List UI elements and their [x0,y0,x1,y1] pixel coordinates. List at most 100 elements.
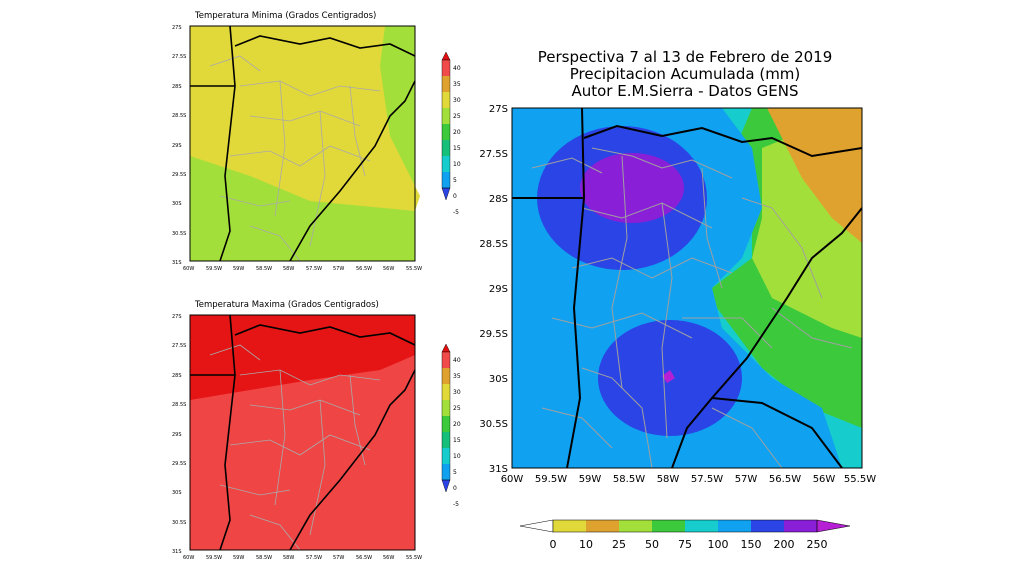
svg-text:29S: 29S [172,432,182,438]
svg-text:-5: -5 [453,209,459,216]
svg-text:35: 35 [453,373,461,380]
svg-text:10: 10 [453,453,461,460]
svg-text:50: 50 [645,538,659,551]
main-lon-labels: 60W 59.5W 59W 58.5W 58W 57.5W 57W 56.5W … [501,474,877,485]
svg-text:31S: 31S [172,549,182,555]
svg-text:30S: 30S [172,201,182,207]
svg-text:27S: 27S [489,104,508,115]
svg-text:25: 25 [612,538,626,551]
svg-text:27.5S: 27.5S [172,343,186,349]
svg-text:29.5S: 29.5S [172,172,186,178]
tmin-title: Temperatura Minima (Grados Centigrados) [194,11,376,21]
svg-text:28S: 28S [172,373,182,379]
svg-text:28S: 28S [489,194,508,205]
svg-text:28.5S: 28.5S [172,113,186,119]
svg-text:59W: 59W [233,266,244,272]
svg-text:-5: -5 [453,501,459,508]
svg-text:57.5W: 57.5W [691,474,723,485]
svg-text:100: 100 [708,538,729,551]
tmin-map-panel: Temperatura Minima (Grados Centigrados) … [172,11,461,272]
svg-text:31S: 31S [489,464,508,475]
main-title-line1: Perspectiva 7 al 13 de Febrero de 2019 [538,48,833,66]
svg-text:30.5S: 30.5S [479,419,508,430]
svg-text:28.5S: 28.5S [172,402,186,408]
precip-magenta-spot [662,370,675,383]
svg-text:150: 150 [741,538,762,551]
svg-text:29.5S: 29.5S [172,461,186,467]
svg-text:29.5S: 29.5S [479,329,508,340]
svg-text:55.5W: 55.5W [406,266,422,272]
tmin-province-borders [209,55,381,262]
svg-text:56W: 56W [383,266,394,272]
svg-text:20: 20 [453,421,461,428]
tmax-map-panel: Temperatura Maxima (Grados Centigrados) … [172,300,461,561]
svg-text:35: 35 [453,81,461,88]
svg-text:40: 40 [453,357,461,364]
svg-text:60W: 60W [183,555,194,561]
tmax-colorbar: 40 35 30 25 20 15 10 5 0 -5 [441,343,461,508]
tmin-lat-labels: 27S 27.5S 28S 28.5S 29S 29.5S 30S 30.5S … [172,25,186,266]
svg-text:10: 10 [453,161,461,168]
svg-text:28S: 28S [172,84,182,90]
svg-text:30: 30 [453,389,461,396]
svg-text:25: 25 [453,405,461,412]
svg-text:57W: 57W [735,474,758,485]
svg-text:56W: 56W [383,555,394,561]
svg-text:57W: 57W [333,266,344,272]
tmax-province-borders [209,344,381,551]
tmin-lon-labels: 60W 59.5W 59W 58.5W 58W 57.5W 57W 56.5W … [183,266,422,272]
svg-text:58.5W: 58.5W [256,266,272,272]
svg-text:59.5W: 59.5W [206,555,222,561]
svg-text:58.5W: 58.5W [256,555,272,561]
svg-text:200: 200 [774,538,795,551]
svg-text:59W: 59W [233,555,244,561]
svg-text:30.5S: 30.5S [172,520,186,526]
svg-text:75: 75 [678,538,692,551]
main-country-borders [512,108,862,468]
tmax-lon-labels: 60W 59.5W 59W 58.5W 58W 57.5W 57W 56.5W … [183,555,422,561]
svg-text:58.5W: 58.5W [613,474,645,485]
svg-text:0: 0 [550,538,557,551]
svg-text:58W: 58W [283,266,294,272]
svg-text:58W: 58W [657,474,680,485]
main-province-borders [531,147,853,468]
svg-text:29S: 29S [489,284,508,295]
svg-text:30: 30 [453,97,461,104]
precip-purple-core [580,153,684,223]
svg-text:250: 250 [807,538,828,551]
svg-text:55.5W: 55.5W [406,555,422,561]
tmax-lat-labels: 27S 27.5S 28S 28.5S 29S 29.5S 30S 30.5S … [172,314,186,555]
svg-text:40: 40 [453,65,461,72]
svg-text:30.5S: 30.5S [172,231,186,237]
svg-text:0: 0 [453,485,457,492]
svg-text:15: 15 [453,145,461,152]
svg-text:0: 0 [453,193,457,200]
main-lat-labels: 27S 27.5S 28S 28.5S 29S 29.5S 30S 30.5S … [479,104,508,475]
svg-text:27S: 27S [172,25,182,31]
svg-text:29S: 29S [172,143,182,149]
svg-text:27S: 27S [172,314,182,320]
svg-text:20: 20 [453,129,461,136]
tmin-country-borders [190,25,416,262]
svg-text:60W: 60W [183,266,194,272]
svg-text:55.5W: 55.5W [844,474,876,485]
svg-text:58W: 58W [283,555,294,561]
main-map-frame [511,107,863,469]
svg-text:5: 5 [453,177,457,184]
svg-text:59W: 59W [579,474,602,485]
svg-text:5: 5 [453,469,457,476]
svg-text:56.5W: 56.5W [769,474,801,485]
tmax-title: Temperatura Maxima (Grados Centigrados) [194,300,379,310]
svg-text:57W: 57W [333,555,344,561]
svg-text:60W: 60W [501,474,524,485]
svg-text:57.5W: 57.5W [306,555,322,561]
tmax-country-borders [190,314,416,551]
precip-map-panel: Perspectiva 7 al 13 de Febrero de 2019 P… [479,48,877,551]
svg-text:30S: 30S [489,374,508,385]
precip-colorbar: 0 10 25 50 75 100 150 200 250 [519,519,851,551]
svg-text:56.5W: 56.5W [356,266,372,272]
precip-field-orange [767,108,862,243]
svg-text:30S: 30S [172,490,182,496]
tmin-colorbar: 40 35 30 25 20 15 10 5 0 -5 [441,51,461,216]
main-title-line3: Autor E.M.Sierra - Datos GENS [571,82,798,100]
